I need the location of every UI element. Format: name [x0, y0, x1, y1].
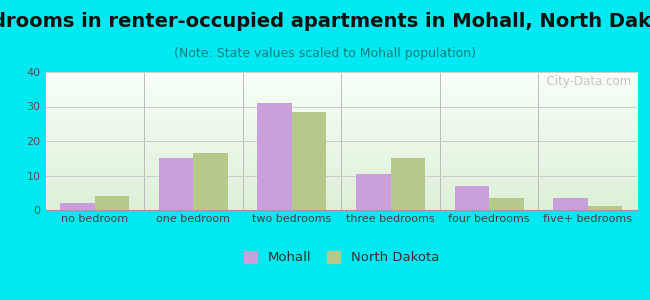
Bar — [60, 203, 95, 210]
Bar — [588, 206, 622, 210]
Bar — [292, 112, 326, 210]
Bar — [95, 196, 129, 210]
Bar — [356, 174, 391, 210]
Bar — [454, 186, 489, 210]
Text: (Note: State values scaled to Mohall population): (Note: State values scaled to Mohall pop… — [174, 46, 476, 59]
Text: City-Data.com: City-Data.com — [539, 75, 631, 88]
Text: Bedrooms in renter-occupied apartments in Mohall, North Dakota: Bedrooms in renter-occupied apartments i… — [0, 12, 650, 31]
Bar — [159, 158, 194, 210]
Bar — [391, 158, 425, 210]
Bar — [489, 198, 524, 210]
Bar — [553, 198, 588, 210]
Bar — [257, 103, 292, 210]
Bar — [194, 153, 228, 210]
Legend: Mohall, North Dakota: Mohall, North Dakota — [239, 246, 444, 270]
